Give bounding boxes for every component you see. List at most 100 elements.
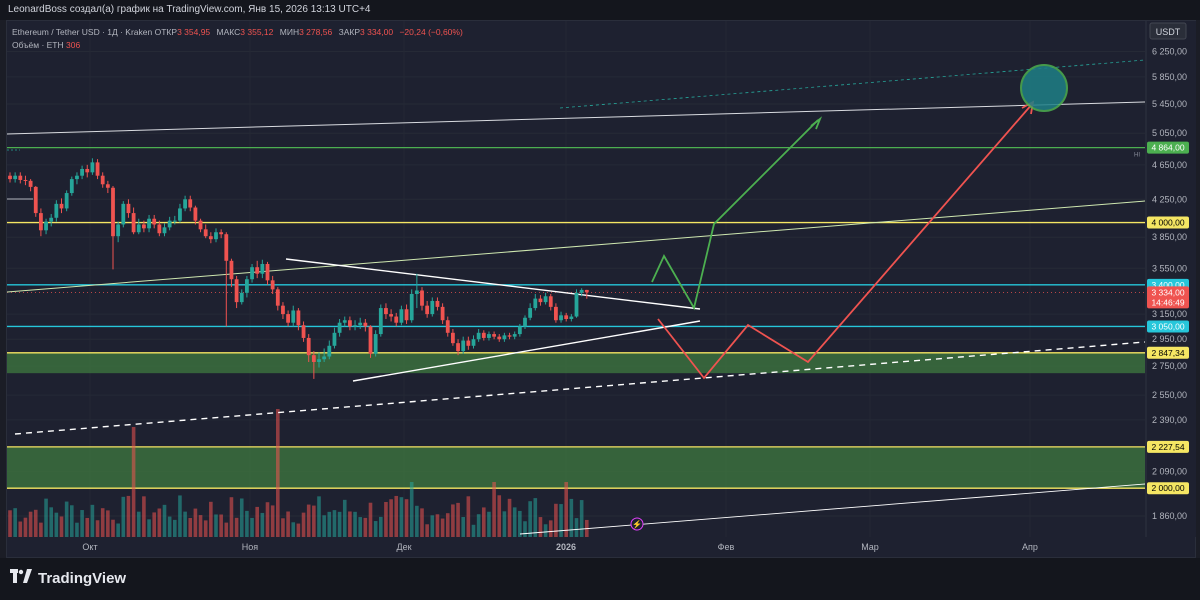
volume-bar	[538, 517, 543, 537]
candle-body	[487, 334, 491, 338]
symbol-name[interactable]: Ethereum / Tether USD · 1Д · Kraken	[12, 27, 153, 37]
price-badge-label: 3 400,00	[1151, 280, 1184, 290]
volume-bar	[229, 497, 234, 537]
volume-bar	[404, 499, 409, 537]
hi-marker: HI	[1134, 153, 1140, 159]
candle-body	[250, 267, 254, 280]
volume-bar	[507, 498, 512, 537]
candle-body	[296, 310, 301, 326]
price-badge	[1147, 286, 1189, 309]
candle-body	[414, 290, 419, 294]
volume-bar	[348, 511, 352, 537]
candle-body	[430, 300, 435, 315]
volume-bar	[332, 510, 337, 537]
tradingview-wordmark: TradingView	[38, 569, 127, 587]
candle-body	[136, 224, 141, 233]
candle-body	[517, 326, 522, 335]
volume-bar	[85, 517, 90, 537]
volume-bar	[579, 500, 584, 537]
horizontal-levels: HI	[7, 146, 1145, 489]
triangle-lower-line	[352, 320, 701, 382]
price-tick-label: 2 950,00	[1152, 334, 1187, 344]
price-badge-label: 2 847,34	[1151, 348, 1184, 358]
volume-bar	[286, 511, 290, 537]
candle-body	[85, 168, 90, 173]
candle-body	[255, 267, 260, 274]
candle-body	[270, 280, 275, 290]
attribution-bar: LeonardBoss создал(а) график на TradingV…	[0, 0, 1200, 20]
candle-body	[348, 320, 352, 327]
candle-body	[8, 175, 12, 180]
price-tick-label: 5 850,00	[1152, 72, 1187, 82]
symbol-legend: Ethereum / Tether USD · 1Д · Kraken ОТКР…	[12, 26, 467, 52]
candle-body	[245, 279, 249, 293]
candle-body	[178, 208, 182, 221]
time-axis[interactable]: Окт Ноя Дек 2026 Фев Мар Апр	[82, 542, 1038, 552]
candle-body	[234, 279, 239, 303]
volume-bar	[342, 499, 347, 537]
candle-body	[306, 337, 311, 356]
price-badge-label: 4 864,00	[1151, 143, 1184, 153]
candle-body	[286, 314, 290, 323]
lightning-icon: ⚡	[632, 519, 642, 529]
footer-bar	[0, 558, 1200, 600]
price-tick-label: 3 150,00	[1152, 309, 1187, 319]
candle-body	[13, 175, 18, 180]
volume-bar	[147, 519, 151, 537]
candle-body	[322, 356, 327, 360]
candle-body	[492, 334, 496, 337]
candle-body	[445, 320, 450, 333]
triangle-upper-line	[285, 258, 701, 310]
high-label: МАКС	[216, 27, 241, 37]
candle-body	[44, 221, 48, 231]
volume-value: 306	[66, 40, 81, 50]
volume-label[interactable]: Объём · ETH	[12, 40, 64, 50]
candle-body	[131, 213, 136, 233]
volume-bar	[548, 520, 553, 537]
candle-body	[425, 305, 430, 315]
volume-bar	[95, 520, 100, 537]
candle-body	[167, 220, 172, 228]
tradingview-logo[interactable]: TradingView	[10, 569, 126, 587]
candle-body	[389, 314, 393, 317]
volume-bar	[167, 516, 172, 537]
volume-bar	[384, 502, 388, 537]
volume-bar	[368, 502, 373, 537]
volume-bar	[363, 517, 368, 537]
candle-body	[188, 199, 193, 208]
long-resistance-line	[7, 101, 1145, 135]
volume-bar	[100, 508, 105, 537]
volume-bar	[209, 501, 213, 537]
volume-bar	[121, 496, 126, 537]
countdown-label: 14:46:49	[1151, 297, 1184, 307]
candle-body	[476, 332, 481, 340]
support-zone	[7, 446, 1145, 489]
candle-body	[147, 218, 151, 229]
volume-bar	[178, 495, 182, 537]
candle-body	[33, 186, 38, 214]
volume-bar	[281, 518, 285, 537]
long-support-line	[519, 483, 1145, 535]
price-badge	[1147, 216, 1189, 229]
volume-bar	[569, 498, 574, 537]
candle-body	[219, 232, 224, 235]
volume-bar	[250, 517, 254, 537]
volume-bar	[291, 522, 296, 537]
volume-bar	[554, 503, 558, 537]
volume-bar	[239, 498, 244, 537]
candle-body	[208, 236, 213, 240]
price-badge-label: 3 050,00	[1151, 321, 1184, 331]
volume-bar	[409, 482, 414, 537]
volume-bar	[451, 504, 455, 537]
trend-lines	[7, 59, 1145, 535]
price-tick-label: 3 850,00	[1152, 232, 1187, 242]
price-badge	[1147, 482, 1189, 495]
volume-bar	[142, 496, 146, 537]
volume-bar	[90, 504, 95, 537]
volume-bar	[106, 510, 110, 537]
candle-body	[75, 175, 79, 180]
volume-bar	[425, 524, 429, 537]
candle-body	[358, 322, 363, 326]
currency-button[interactable]	[1149, 22, 1187, 40]
